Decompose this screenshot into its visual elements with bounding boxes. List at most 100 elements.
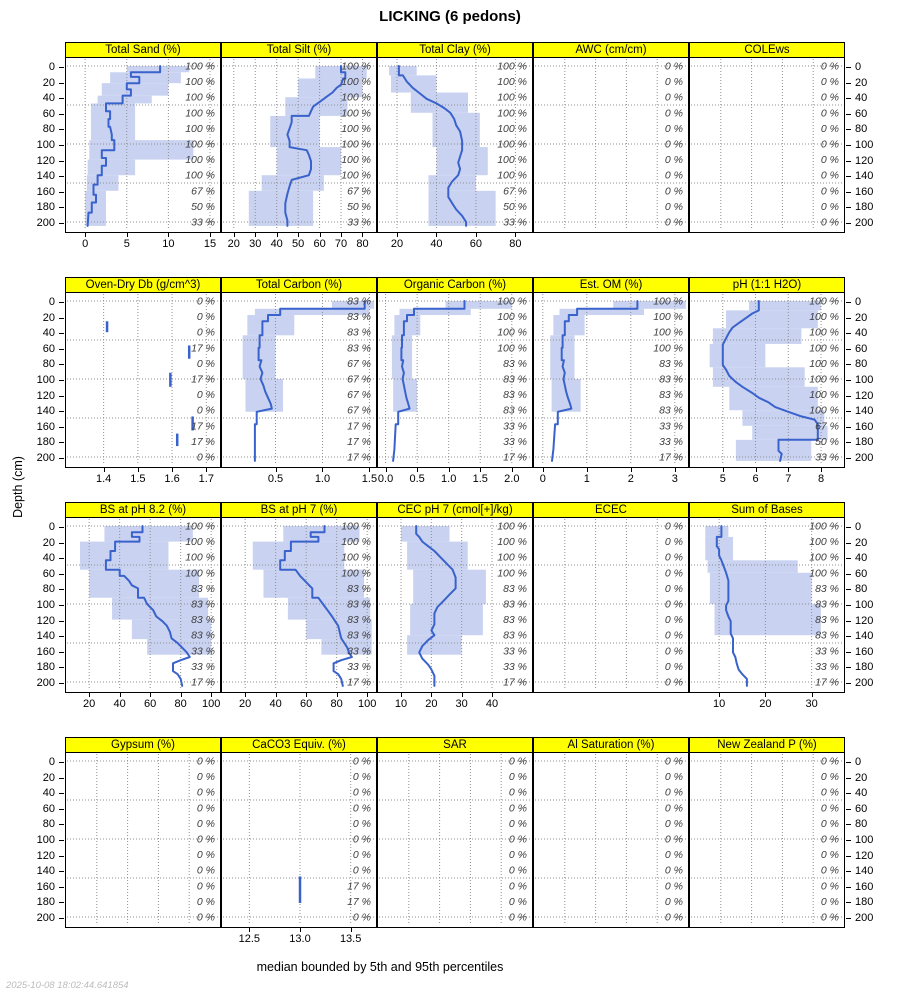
x-tick-label: 0 <box>82 238 89 250</box>
depth-label-right: 160 <box>855 880 874 893</box>
pct-label: 0 % <box>665 865 683 877</box>
x-tick <box>172 468 174 472</box>
panels-row: 100 % 100 % 100 % 100 % 100 % 100 % 100 % 100 %… <box>65 58 845 233</box>
depth-label-left: 100 <box>36 599 55 611</box>
x-tick <box>630 468 632 472</box>
pct-label: 0 % <box>197 849 215 861</box>
pct-label: 0 % <box>665 521 683 533</box>
percentile-band <box>735 439 812 461</box>
pct-label: 100 % <box>497 552 527 564</box>
x-tick <box>255 233 257 237</box>
pct-label: 83 % <box>503 389 527 401</box>
depth-tick-right <box>846 67 851 68</box>
pct-label: 33 % <box>815 645 839 657</box>
depth-tick-right <box>846 683 851 684</box>
plot-al-saturation: 0 % 0 % 0 % 0 % 0 % 0 % 0 % 0 % 0 % 0 % 0 % <box>535 754 687 925</box>
pct-label: 0 % <box>665 756 683 768</box>
pct-label: 17 % <box>191 677 215 689</box>
depth-label-right: 60 <box>855 567 868 580</box>
pct-label: 100 % <box>185 123 215 135</box>
strip-total-silt: Total Silt (%) <box>221 42 377 58</box>
percentile-band <box>726 310 818 329</box>
plot-est-om: 100 % 100 % 100 % 100 % 83 % 83 % 83 % 83 % 33 %… <box>535 294 687 465</box>
strip-ph-1-1-h2o: pH (1:1 H2O) <box>689 277 845 293</box>
pct-label: 17 % <box>347 436 371 448</box>
pct-label: 0 % <box>509 865 527 877</box>
strip-awc-cm-cm: AWC (cm/cm) <box>533 42 689 58</box>
depth-tick-left <box>59 82 64 84</box>
depth-label-left: 20 <box>42 536 55 549</box>
panel-bs-at-ph-7: 100 % 100 % 100 % 100 % 83 % 83 % 83 % 83 % 33 %… <box>221 518 377 693</box>
x-tick <box>249 928 251 932</box>
percentile-band <box>389 66 417 76</box>
depth-label-right: 80 <box>855 818 868 831</box>
pct-label: 0 % <box>665 912 683 924</box>
x-tick <box>480 468 482 472</box>
pct-label: 0 % <box>821 771 839 783</box>
depth-tick-right <box>846 620 851 622</box>
x-tick <box>180 693 182 697</box>
pct-label: 0 % <box>197 834 215 846</box>
percentile-band <box>748 301 822 311</box>
depth-label-left: 40 <box>42 92 55 105</box>
depth-tick-right <box>846 82 851 84</box>
pct-label: 33 % <box>503 436 527 448</box>
depth-tick-left <box>59 777 64 779</box>
depth-label-right: 120 <box>855 154 874 167</box>
depth-label-right: 200 <box>855 677 874 689</box>
pct-label: 100 % <box>341 92 371 104</box>
depth-tick-right <box>846 145 851 146</box>
percentile-band <box>110 72 181 84</box>
pct-label: 0 % <box>665 661 683 673</box>
x-tick-label: 20 <box>425 698 438 710</box>
depth-tick-right <box>846 442 851 444</box>
depth-label-left: 120 <box>36 154 55 167</box>
x-tick <box>821 468 823 472</box>
pct-label: 100 % <box>185 536 215 548</box>
x-tick-label: 1.7 <box>198 473 214 485</box>
depth-label-right: 0 <box>855 61 862 73</box>
pct-label: 83 % <box>659 389 683 401</box>
depth-tick-left <box>59 333 64 335</box>
x-tick-label: 80 <box>174 698 187 710</box>
x-tick-label: 0.5 <box>267 473 284 485</box>
panel-total-sand: 100 % 100 % 100 % 100 % 100 % 100 % 100 % 100 %… <box>65 58 221 233</box>
depth-tick-left <box>59 458 64 459</box>
x-axis-row: 0 5 10 15 20 30 40 50 60 70 80 20 40 60 80 <box>65 233 845 257</box>
plot-organic-carbon: 100 % 100 % 100 % 100 % 83 % 83 % 83 % 83 % 33 %… <box>379 294 531 465</box>
x-tick-label: 1.5 <box>361 473 378 485</box>
pct-label: 17 % <box>347 420 371 432</box>
depth-label-left: 40 <box>42 552 55 565</box>
strip-oven-dry-db-g-cm-3: Oven-Dry Db (g/cm^3) <box>65 277 221 293</box>
pct-label: 17 % <box>815 677 839 689</box>
pct-label: 50 % <box>347 201 371 213</box>
pct-label: 100 % <box>809 521 839 533</box>
pct-label: 0 % <box>197 771 215 783</box>
pct-label: 83 % <box>347 583 371 595</box>
pct-label: 0 % <box>665 677 683 689</box>
pct-label: 0 % <box>509 818 527 830</box>
plot-colews: 0 % 0 % 0 % 0 % 0 % 0 % 0 % 0 % 0 % 0 % 0 % <box>691 59 843 230</box>
depth-tick-left <box>59 223 64 224</box>
depth-tick-right <box>846 113 851 115</box>
x-tick-label: 100 <box>357 698 377 710</box>
panel-total-silt: 100 % 100 % 100 % 100 % 100 % 100 % 100 % 100 %… <box>221 58 377 233</box>
pct-label: 33 % <box>503 661 527 673</box>
panels-row: 100 % 100 % 100 % 100 % 83 % 83 % 83 % 83 % 33 %… <box>65 518 845 693</box>
percentile-band <box>245 379 284 412</box>
strip-al-saturation: Al Saturation (%) <box>533 737 689 753</box>
x-tick-label: 2 <box>627 473 634 485</box>
x-tick <box>755 468 757 472</box>
depth-tick-left <box>59 605 64 606</box>
x-tick <box>719 693 721 697</box>
x-tick-label: 1.5 <box>130 473 146 485</box>
pct-label: 0 % <box>665 599 683 611</box>
x-tick <box>431 693 433 697</box>
x-tick-label: 3 <box>671 473 678 485</box>
depth-label-right: 80 <box>855 583 868 596</box>
panel-row-1: Total Sand (%) Total Silt (%) Total Clay (… <box>65 42 845 257</box>
depth-tick-right <box>846 160 851 162</box>
depth-label-left: 60 <box>42 802 55 815</box>
depth-tick-right <box>846 651 851 653</box>
depth-label-right: 0 <box>855 521 862 533</box>
